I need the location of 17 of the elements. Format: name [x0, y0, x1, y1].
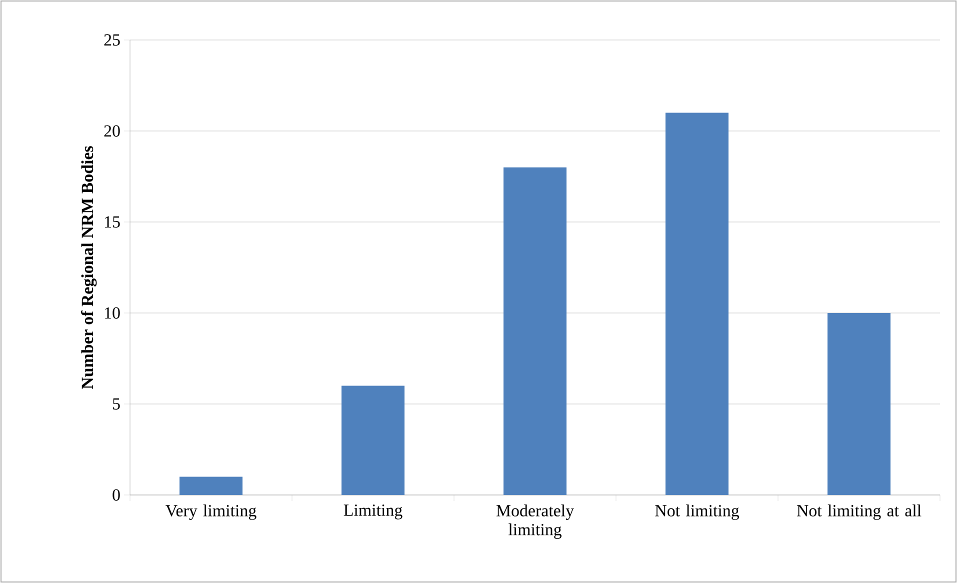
x-tick-label: Limiting [344, 504, 402, 520]
bar [342, 386, 405, 495]
x-tick-label: Not limiting [655, 504, 740, 520]
y-axis-title: Number of Regional NRM Bodies [81, 146, 97, 389]
y-tick-label: 10 [105, 307, 120, 319]
x-tick-label: Very limiting [166, 504, 256, 520]
bar [666, 112, 729, 495]
y-tick-label: 5 [113, 398, 120, 410]
y-tick-label: 25 [104, 34, 120, 46]
y-tick-label: 0 [112, 489, 120, 501]
y-tick-label: 15 [105, 216, 120, 228]
x-tick-label: Not limiting at all [796, 504, 922, 520]
bar [504, 167, 567, 495]
x-tick-label: Moderately limiting [496, 504, 574, 539]
bar [828, 312, 891, 495]
bar [180, 476, 243, 495]
y-tick-label: 20 [104, 125, 120, 137]
